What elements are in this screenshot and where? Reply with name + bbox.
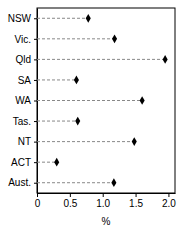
leader-line	[37, 100, 142, 101]
x-tick-label: 1.0	[96, 198, 110, 209]
y-tick: Tas.	[13, 116, 37, 127]
y-axis: NSW Vic. Qld SA WA Tas. NT ACT Aust.	[8, 9, 38, 194]
y-tick-label: Tas.	[13, 116, 31, 127]
x-axis-line	[38, 193, 176, 194]
leader-line	[37, 182, 114, 183]
dot	[74, 76, 79, 85]
leader-line	[37, 59, 165, 60]
x-tick-mark	[70, 193, 71, 197]
dot	[86, 14, 91, 23]
y-tick-mark	[34, 39, 37, 40]
dot	[54, 158, 59, 167]
y-tick-label: NT	[18, 136, 31, 147]
y-tick-mark	[34, 183, 37, 184]
leader-line	[37, 79, 76, 80]
dot	[75, 117, 80, 126]
y-tick-mark	[34, 59, 37, 60]
dot	[132, 137, 137, 146]
leader-line	[37, 162, 57, 163]
y-tick: WA	[15, 95, 37, 106]
y-tick: SA	[18, 75, 37, 86]
leader-line	[37, 141, 134, 142]
y-tick-mark	[34, 142, 37, 143]
y-tick-label: WA	[15, 95, 31, 106]
y-tick-label: ACT	[11, 157, 31, 168]
y-tick-label: SA	[18, 75, 32, 86]
y-tick-label: Qld	[15, 54, 31, 65]
x-tick-mark	[103, 193, 104, 197]
x-tick-mark	[136, 193, 137, 197]
x-tick-mark	[168, 193, 169, 197]
plot-frame	[37, 8, 175, 193]
x-tick: 0	[35, 193, 41, 209]
marks	[37, 14, 168, 187]
y-tick-label: Aust.	[8, 177, 31, 188]
y-tick-mark	[34, 101, 37, 102]
y-tick-label: NSW	[8, 13, 32, 24]
x-tick-label: 2.0	[162, 198, 176, 209]
x-tick: 1.0	[96, 193, 110, 209]
dot	[163, 55, 168, 64]
x-tick: 2.0	[162, 193, 176, 209]
chart: 0 0.5 1.0 1.5 2.0 NSW Vic. Qld SA WA Tas. NT ACT Aust…	[0, 0, 181, 231]
y-tick-mark	[34, 121, 37, 122]
y-tick-label: Vic.	[15, 34, 32, 45]
y-tick: Qld	[15, 54, 37, 65]
y-tick-mark	[34, 162, 37, 163]
y-tick: Aust.	[8, 177, 37, 188]
leader-line	[37, 121, 78, 122]
x-axis: 0 0.5 1.0 1.5 2.0	[35, 193, 177, 209]
y-tick: ACT	[11, 157, 37, 168]
dot	[140, 96, 145, 105]
leader-line	[37, 38, 115, 39]
y-tick-mark	[34, 18, 37, 19]
x-tick-mark	[37, 193, 38, 197]
y-tick-mark	[34, 80, 37, 81]
x-tick-label: 0.5	[63, 198, 77, 209]
x-tick-label: 0	[35, 198, 41, 209]
x-axis-title: %	[102, 216, 111, 227]
y-tick: Vic.	[15, 34, 38, 45]
dot	[111, 178, 116, 187]
x-tick: 1.5	[129, 193, 143, 209]
x-tick: 0.5	[63, 193, 77, 209]
x-tick-label: 1.5	[129, 198, 143, 209]
y-tick: NT	[18, 136, 37, 147]
leader-line	[37, 18, 88, 19]
dot	[112, 34, 117, 43]
y-tick: NSW	[8, 13, 37, 24]
